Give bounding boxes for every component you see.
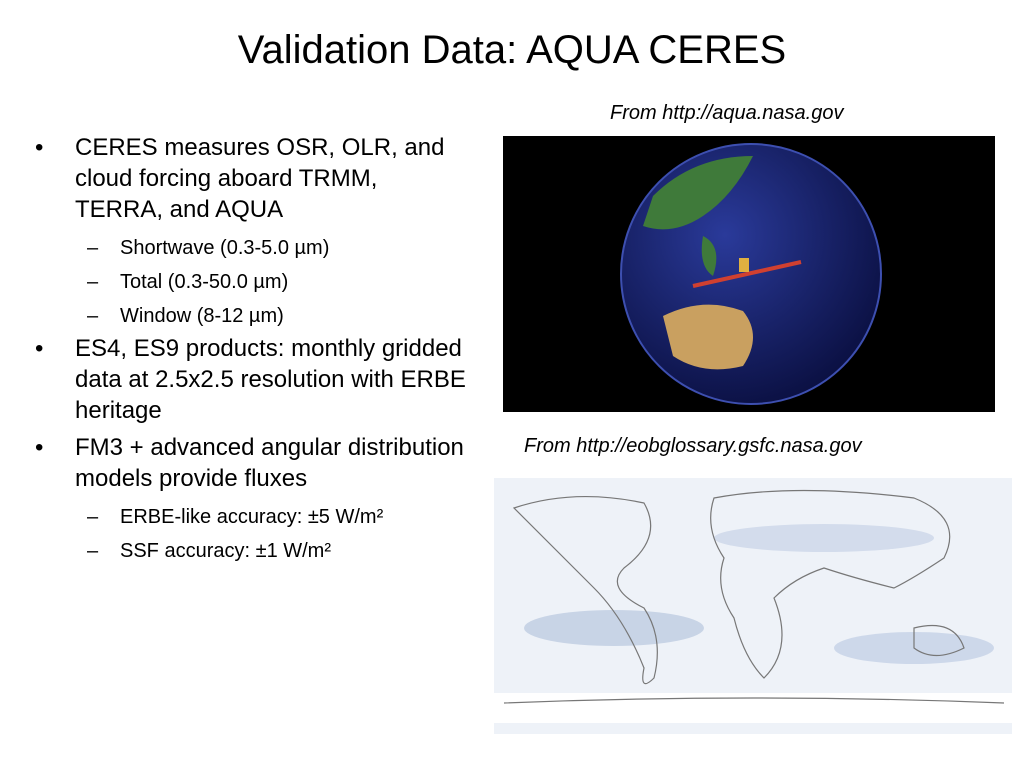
sub-bullet: Window (8-12 µm)	[35, 299, 475, 333]
sub-bullet: Shortwave (0.3-5.0 µm)	[35, 231, 475, 265]
bullet: ES4, ES9 products: monthly gridded data …	[35, 333, 470, 426]
bullet-list: CERES measures OSR, OLR, and cloud forci…	[35, 132, 475, 568]
caption: From http://eobglossary.gsfc.nasa.gov	[524, 435, 862, 457]
sub-bullet: Total (0.3-50.0 µm)	[35, 265, 475, 299]
bullet: FM3 + advanced angular distribution mode…	[35, 432, 470, 494]
sub-bullet: ERBE-like accuracy: ±5 W/m²	[35, 500, 475, 534]
bullet: CERES measures OSR, OLR, and cloud forci…	[35, 132, 470, 225]
caption: From http://aqua.nasa.gov	[610, 102, 844, 124]
globe-image	[503, 136, 995, 412]
sub-bullet: SSF accuracy: ±1 W/m²	[35, 534, 475, 568]
slide-title: Validation Data: AQUA CERES	[237, 28, 787, 72]
world-map-image	[494, 478, 1012, 734]
